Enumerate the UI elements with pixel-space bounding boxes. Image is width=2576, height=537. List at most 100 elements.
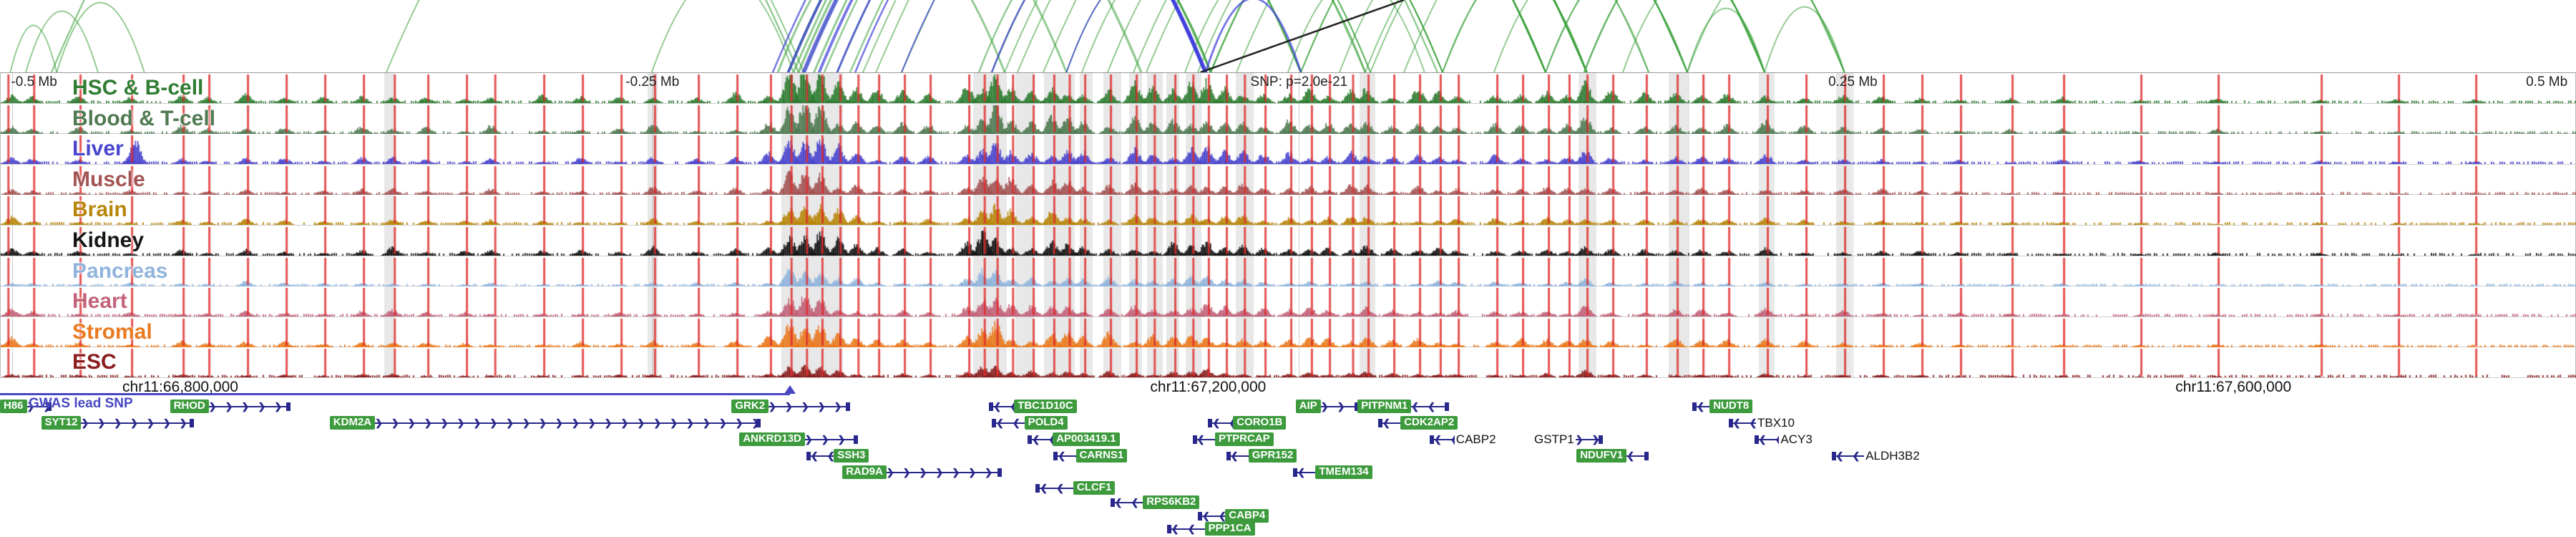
gene-carns1[interactable]: ❮❮CARNS1 — [1053, 449, 1128, 463]
gene-cabp2[interactable]: ❮❮CABP2 — [1430, 432, 1498, 446]
gene-tbc1d10c[interactable]: ❮❮TBC1D10C — [989, 400, 1077, 413]
interaction-arc — [1300, 0, 1688, 72]
gene-cabp4[interactable]: ❮❮CABP4 — [1198, 509, 1269, 523]
intron-line: ❯❯❯❯❯❯❯ — [886, 466, 997, 478]
gene-label: TMEM134 — [1315, 465, 1372, 479]
gene-aip[interactable]: AIP ❯❯ — [1295, 400, 1359, 413]
signal-track-kidney[interactable]: Kidney — [1, 226, 2576, 256]
signal-track-hsc-b-cell[interactable]: HSC & B-cell — [1, 73, 2576, 104]
gene-label: CORO1B — [1233, 416, 1287, 430]
interaction-arc — [1107, 0, 1372, 72]
interaction-arc — [797, 0, 1143, 72]
signal-canvas-esc[interactable] — [1, 347, 2576, 378]
signal-track-brain[interactable]: Brain — [1, 195, 2576, 226]
exon-box — [1198, 511, 1202, 521]
gene-label: POLD4 — [1024, 416, 1068, 430]
gene-label: ACY3 — [1780, 432, 1813, 446]
intron-line: ❮❮ — [1626, 450, 1645, 462]
intron-line: ❮❮ — [1835, 450, 1865, 462]
gene-kdm2a[interactable]: KDM2A❯❯❯❯❯❯❯❯❯❯❯❯❯❯❯❯❯❯❯❯❯❯❯❯❯❯ — [329, 416, 761, 430]
signal-track-heart[interactable]: Heart — [1, 286, 2576, 317]
exon-box — [1445, 402, 1449, 411]
gwas-lead-snp-label: GWAS lead SNP — [29, 396, 133, 411]
signal-canvas-kidney[interactable] — [1, 226, 2576, 256]
gene-rad9a[interactable]: RAD9A ❯❯❯❯❯❯❯ — [842, 465, 1002, 479]
intron-line: ❯❯ — [1575, 433, 1599, 445]
intron-line: ❮❮ — [1758, 433, 1780, 445]
gene-gpr152[interactable]: ❮❮GPR152 — [1226, 449, 1297, 463]
interaction-arc — [862, 0, 1688, 72]
signal-canvas-brain[interactable] — [1, 195, 2576, 226]
interaction-arc — [1204, 0, 1302, 72]
gene-tbx10[interactable]: ❮❮TBX10 — [1728, 416, 1796, 430]
signal-track-liver[interactable]: Liver — [1, 134, 2576, 165]
exon-box — [1728, 418, 1733, 427]
gene-ppp1ca[interactable]: ❮❮ PPP1CA — [1166, 522, 1255, 536]
gene-label: RAD9A — [842, 465, 887, 479]
gene-syt12[interactable]: SYT12 ❯❯❯❯❯❯❯ — [41, 416, 194, 430]
exon-box — [989, 402, 994, 411]
intron-line: ❮❮ — [1212, 417, 1234, 429]
gene-ptprcap[interactable]: ❮❮PTPRCAP — [1192, 432, 1274, 446]
ruler-label: -0.25 Mb — [625, 74, 680, 90]
gene-label: NDUFV1 — [1576, 449, 1627, 463]
gene-grk2[interactable]: GRK2 ❯❯❯❯❯ — [731, 400, 851, 413]
signal-canvas-muscle[interactable] — [1, 164, 2576, 195]
signal-track-blood-t-cell[interactable]: Blood & T-cell — [1, 103, 2576, 135]
interaction-arc — [1687, 0, 1845, 72]
intron-line: ❯❯❯ — [804, 433, 854, 445]
exon-box — [1644, 451, 1649, 460]
exon-box — [854, 435, 859, 444]
gene-gstp1[interactable]: GSTP1❯❯ — [1533, 432, 1604, 446]
exon-box — [1192, 435, 1197, 444]
track-label-hsc-b-cell: HSC & B-cell — [72, 76, 204, 100]
signal-track-stromal[interactable]: Stromal — [1, 316, 2576, 348]
gene-clcf1[interactable]: ❮❮ CLCF1 — [1035, 481, 1116, 495]
signal-track-pancreas[interactable]: Pancreas — [1, 256, 2576, 287]
gene-rps6kb2[interactable]: ❮❮RPS6KB2 — [1110, 495, 1200, 509]
interaction-arc — [1442, 0, 1588, 72]
track-label-esc: ESC — [72, 350, 117, 374]
gene-pold4[interactable]: ❮❮POLD4 — [992, 416, 1068, 430]
gene-rhod[interactable]: RHOD ❯❯❯❯❯ — [170, 400, 291, 413]
exon-box — [1378, 418, 1382, 427]
interaction-arc — [1545, 0, 1765, 72]
gene-ndufv1[interactable]: NDUFV1❮❮ — [1576, 449, 1649, 463]
interaction-arc — [56, 1, 145, 72]
signal-canvas-stromal[interactable] — [1, 316, 2576, 347]
gene-aldh3b2[interactable]: ❮❮ALDH3B2 — [1831, 449, 1921, 463]
signal-canvas-heart[interactable] — [1, 286, 2576, 317]
signal-track-esc[interactable]: ESC — [1, 347, 2576, 378]
exon-box — [1035, 483, 1040, 493]
gene-label: PPP1CA — [1204, 522, 1255, 536]
signal-track-panel[interactable]: HSC & B-cell Blood & T-cell Liver Muscle Bra… — [0, 72, 2576, 378]
exon-box — [1692, 402, 1697, 411]
gene-h86[interactable]: H86❯❯ — [0, 400, 52, 413]
exon-box — [1293, 468, 1298, 477]
gene-coro1b[interactable]: ❮❮CORO1B — [1208, 416, 1287, 430]
gene-label: TBC1D10C — [1014, 400, 1077, 413]
gene-cdk2ap2[interactable]: ❮❮CDK2AP2 — [1378, 416, 1458, 430]
coordinate-label: chr11:66,800,000 — [122, 379, 238, 395]
interaction-arc-panel — [9, 0, 1845, 72]
gene-acy3[interactable]: ❮❮ACY3 — [1754, 432, 1814, 446]
exon-box — [1053, 451, 1058, 460]
gene-label: GSTP1 — [1534, 432, 1574, 446]
gene-ankrd13d[interactable]: ANKRD13D ❯❯❯ — [739, 432, 859, 446]
gene-pitpnm1[interactable]: PITPNM1 ❮❮ — [1357, 400, 1449, 413]
gene-label: KDM2A — [329, 416, 376, 430]
exon-box — [1831, 451, 1836, 460]
signal-canvas-hsc-b-cell[interactable] — [1, 73, 2576, 103]
interaction-arc — [650, 0, 794, 72]
gene-nudt8[interactable]: ❮❮NUDT8 — [1692, 400, 1753, 413]
gene-ssh3[interactable]: ❮❮SSH3 — [806, 449, 869, 463]
signal-canvas-pancreas[interactable] — [1, 256, 2576, 286]
gene-tmem134[interactable]: ❮❮TMEM134 — [1293, 465, 1372, 479]
intron-line: ❮❮ — [1297, 466, 1316, 478]
interaction-arc — [50, 0, 800, 72]
gene-ap003419-1[interactable]: ❮❮AP003419.1 — [1028, 432, 1120, 446]
interaction-arc — [386, 0, 805, 72]
signal-canvas-liver[interactable] — [1, 134, 2576, 165]
signal-canvas-blood-t-cell[interactable] — [1, 103, 2576, 134]
signal-track-muscle[interactable]: Muscle — [1, 164, 2576, 195]
